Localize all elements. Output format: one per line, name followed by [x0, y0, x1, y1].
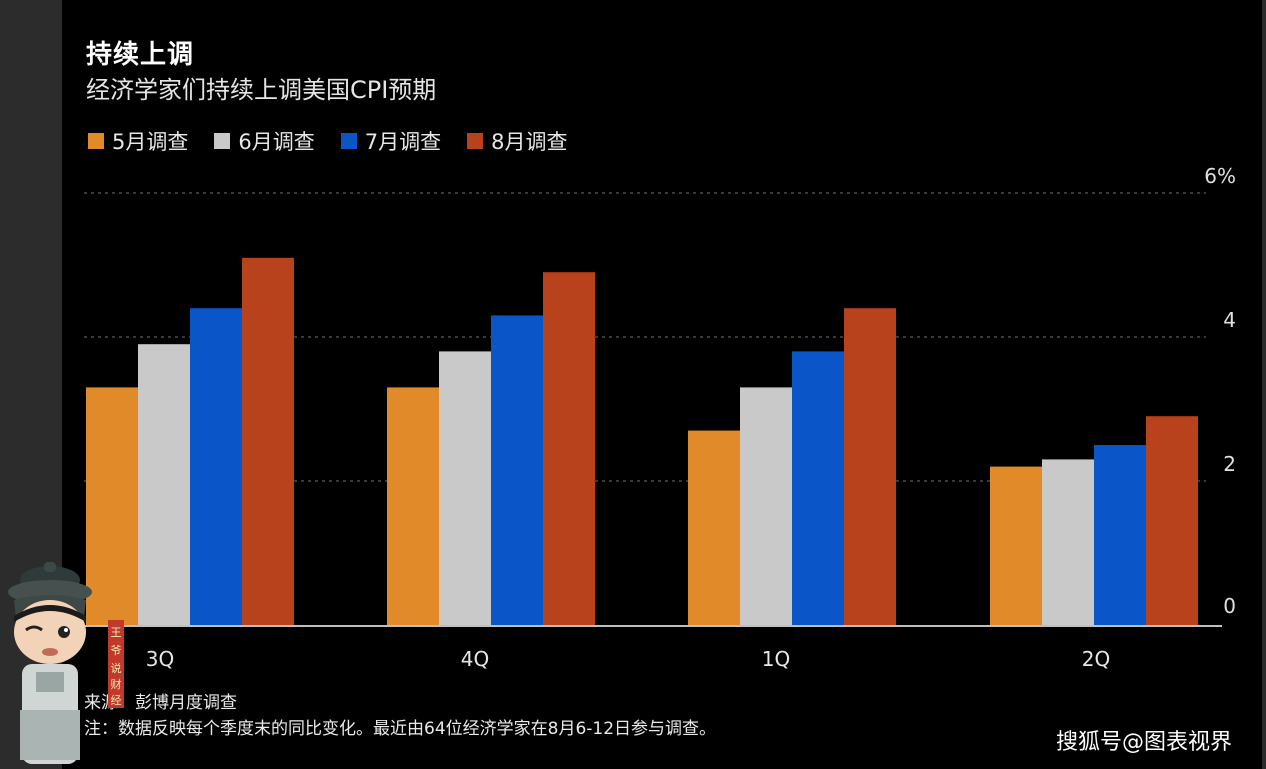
legend-label-june: 6月调查	[238, 130, 315, 154]
legend-item-may: 5月调查	[88, 126, 188, 156]
legend-label-july: 7月调查	[364, 130, 442, 154]
bar-3q-series-2	[190, 308, 242, 625]
bar-4q-series-0	[387, 387, 439, 625]
bar-3q-series-1	[138, 344, 190, 625]
mascot-logo: 王 爷 说 财 经	[8, 562, 124, 764]
bar-4q-series-3	[543, 272, 595, 625]
legend-item-august: 8月调查	[467, 126, 568, 156]
bar-4q-series-2	[491, 315, 543, 625]
y-tick-label-2: 4	[1223, 308, 1236, 332]
y-tick-label-3: 6%	[1204, 164, 1236, 188]
svg-text:爷: 爷	[111, 643, 122, 657]
svg-text:财: 财	[111, 677, 122, 691]
x-tick-label-2q: 2Q	[1082, 647, 1110, 671]
legend-swatch-july	[340, 133, 357, 149]
source-note: 来源：彭博月度调查	[84, 693, 237, 713]
chart-subtitle: 经济学家们持续上调美国CPI预期	[86, 76, 437, 104]
bar-1q-series-2	[792, 351, 844, 625]
legend-label-august: 8月调查	[491, 130, 568, 154]
x-tick-label-4q: 4Q	[461, 647, 489, 671]
chart-title: 持续上调	[86, 40, 195, 70]
svg-text:经: 经	[111, 694, 122, 707]
bar-2q-series-2	[1094, 445, 1146, 625]
legend-label-may: 5月调查	[112, 130, 189, 154]
watermark: 搜狐号@图表视界	[1055, 730, 1232, 755]
y-tick-label-1: 2	[1223, 452, 1236, 476]
svg-text:王: 王	[111, 626, 122, 639]
x-tick-label-3q: 3Q	[146, 647, 174, 671]
legend-swatch-june	[214, 133, 231, 149]
bar-2q-series-0	[990, 466, 1042, 625]
legend-item-july: 7月调查	[340, 126, 442, 156]
legend: 5月调查 6月调查 7月调查 8月调查	[88, 126, 568, 156]
grid-lines	[84, 192, 1222, 627]
axis-labels: 0 2 4 6% 3Q 4Q 1Q 2Q	[146, 164, 1236, 671]
legend-item-june: 6月调查	[214, 126, 315, 156]
x-tick-label-1q: 1Q	[762, 647, 790, 671]
bar-1q-series-3	[844, 308, 896, 625]
bar-3q-series-3	[242, 257, 294, 625]
bars	[86, 257, 1198, 625]
legend-swatch-may	[88, 133, 104, 149]
bar-1q-series-1	[740, 387, 792, 625]
bar-2q-series-3	[1146, 416, 1198, 625]
svg-text:说: 说	[111, 661, 122, 675]
y-tick-label-0: 0	[1223, 594, 1236, 618]
bar-3q-series-0	[86, 387, 138, 625]
legend-swatch-august	[467, 133, 484, 149]
bar-1q-series-0	[688, 430, 740, 625]
chart-notes: 来源：彭博月度调查 注：数据反映每个季度末的同比变化。最近由64位经济学家在8月…	[84, 690, 716, 742]
bar-4q-series-1	[439, 351, 491, 625]
footnote: 注：数据反映每个季度末的同比变化。最近由64位经济学家在8月6-12日参与调查。	[84, 719, 717, 739]
bar-2q-series-1	[1042, 459, 1094, 625]
